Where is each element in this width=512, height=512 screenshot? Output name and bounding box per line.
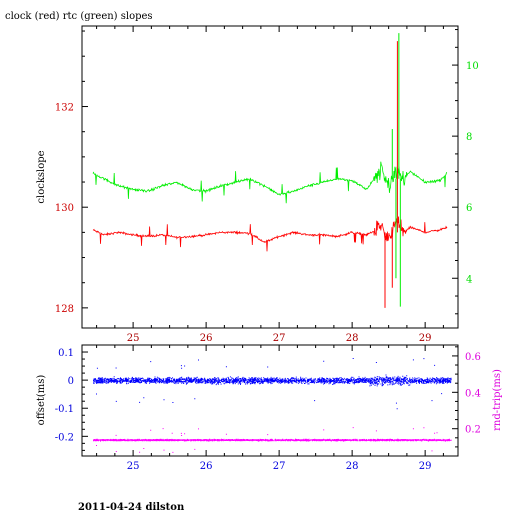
bottom-x-tick-label: 28 [346,461,359,472]
clockslope-axis-label: clockslope [36,150,47,203]
bottom-left-tick-label: -0.2 [55,432,74,443]
top-left-tick-label: 128 [55,304,74,315]
bottom-right-tick-label: 0.2 [465,425,481,436]
offset-scatter-points [93,374,452,387]
bottom-panel: 25 26 27 28 29 0.1 0 -0.1 -0.2 0.2 0.4 0.6 offset(m… [36,344,503,472]
bottom-x-tick-label: 27 [273,461,286,472]
rnd-trip-scatter-points [93,438,452,442]
top-x-tick-label: 26 [200,333,213,344]
top-right-tick-label: 4 [466,274,472,285]
top-panel: 25 26 27 28 29 128 130 132 4 6 8 10 clockslope [36,25,479,344]
bottom-right-tick-label: 0.6 [465,352,481,363]
top-x-tick-label: 27 [273,333,286,344]
chart-title: clock (red) rtc (green) slopes [5,11,153,22]
rnd-trip-outlier-points [96,427,438,453]
bottom-left-tick-label: 0.1 [58,348,74,359]
top-x-tick-label: 29 [419,333,432,344]
top-plot-frame [81,25,459,329]
bottom-x-tick-label: 25 [127,461,140,472]
top-left-tick-label: 130 [55,203,74,214]
rtc-series-line [92,161,448,204]
clock-series-line [92,216,448,252]
top-x-tick-label: 28 [346,333,359,344]
bottom-left-tick-label: -0.1 [55,404,74,415]
bottom-axes-layer: 25 26 27 28 29 0.1 0 -0.1 -0.2 0.2 0.4 0.6 [55,345,481,472]
top-x-tick-label: 25 [127,333,140,344]
top-series-layer [92,33,448,308]
bottom-series-layer [93,358,452,453]
rnd-trip-axis-label: rnd-trip(ms) [492,369,503,431]
bottom-x-tick-label: 26 [200,461,213,472]
bottom-left-tick-label: 0 [68,376,74,387]
bottom-plot-frame [81,344,459,457]
top-left-tick-label: 132 [55,103,74,114]
footer-label: 2011-04-24 dilston [78,502,185,512]
offset-axis-label: offset(ms) [36,375,47,426]
top-right-tick-label: 6 [466,203,472,214]
top-right-tick-label: 8 [466,132,472,143]
bottom-right-tick-label: 0.4 [465,388,481,399]
top-right-tick-label: 10 [466,61,479,72]
offset-dip-points [395,402,398,410]
top-axes-layer: 25 26 27 28 29 128 130 132 4 6 8 10 [55,26,479,344]
bottom-x-tick-label: 29 [419,461,432,472]
